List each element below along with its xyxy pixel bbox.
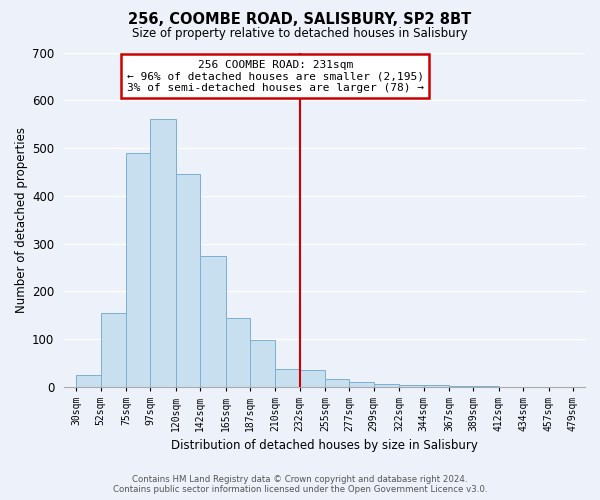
Text: Size of property relative to detached houses in Salisbury: Size of property relative to detached ho… bbox=[132, 28, 468, 40]
Bar bbox=[275, 369, 299, 387]
Bar bbox=[200, 256, 226, 387]
Text: 256, COOMBE ROAD, SALISBURY, SP2 8BT: 256, COOMBE ROAD, SALISBURY, SP2 8BT bbox=[128, 12, 472, 28]
Bar bbox=[226, 318, 250, 387]
Bar bbox=[250, 340, 275, 387]
Text: Contains HM Land Registry data © Crown copyright and database right 2024.
Contai: Contains HM Land Registry data © Crown c… bbox=[113, 474, 487, 494]
Bar bbox=[76, 375, 101, 387]
Y-axis label: Number of detached properties: Number of detached properties bbox=[15, 126, 28, 312]
Bar bbox=[299, 370, 325, 387]
X-axis label: Distribution of detached houses by size in Salisbury: Distribution of detached houses by size … bbox=[171, 440, 478, 452]
Bar bbox=[424, 386, 449, 387]
Bar bbox=[176, 174, 200, 387]
Bar bbox=[349, 382, 374, 387]
Text: 256 COOMBE ROAD: 231sqm
← 96% of detached houses are smaller (2,195)
3% of semi-: 256 COOMBE ROAD: 231sqm ← 96% of detache… bbox=[127, 60, 424, 93]
Bar bbox=[126, 153, 151, 387]
Bar bbox=[374, 384, 399, 387]
Bar bbox=[399, 384, 424, 387]
Bar bbox=[449, 386, 473, 387]
Bar bbox=[325, 379, 349, 387]
Bar bbox=[151, 120, 176, 387]
Bar bbox=[101, 313, 126, 387]
